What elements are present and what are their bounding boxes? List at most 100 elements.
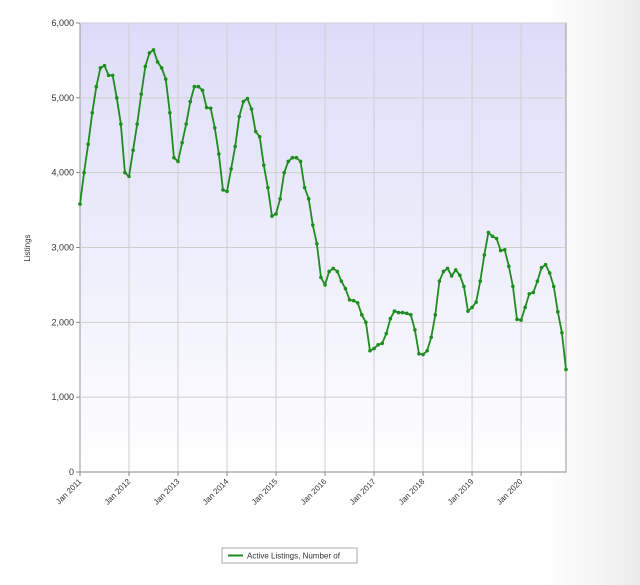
data-point — [237, 114, 242, 119]
data-point — [266, 185, 270, 190]
data-point — [245, 96, 250, 101]
data-point — [470, 305, 474, 310]
data-point — [466, 309, 470, 313]
data-point — [494, 236, 499, 241]
data-point — [94, 84, 99, 89]
data-point — [110, 73, 115, 78]
data-point — [368, 348, 372, 353]
data-point — [527, 292, 532, 296]
data-point — [453, 268, 458, 272]
data-point — [458, 273, 462, 277]
data-point — [123, 170, 127, 175]
data-point — [139, 92, 144, 96]
data-point — [445, 266, 450, 271]
x-tick-label: Jan 2016 — [299, 477, 329, 507]
data-point — [172, 155, 176, 160]
y-tick-label: 0 — [69, 467, 74, 477]
legend-box — [221, 547, 358, 564]
data-point — [462, 284, 466, 289]
data-point — [364, 320, 368, 325]
data-point — [270, 214, 274, 218]
data-point — [135, 122, 139, 126]
data-point — [241, 99, 246, 104]
data-point — [286, 159, 291, 164]
data-point — [409, 313, 413, 317]
x-tick-label: Jan 2011 — [54, 477, 84, 507]
data-point — [560, 331, 564, 335]
data-point — [327, 269, 331, 274]
data-point — [486, 230, 491, 235]
data-point — [417, 351, 421, 356]
data-point — [335, 269, 340, 274]
y-tick-label: 5,000 — [51, 93, 74, 103]
data-point — [498, 248, 503, 253]
y-tick-label: 3,000 — [51, 243, 74, 253]
data-point — [372, 346, 376, 351]
data-point — [315, 241, 319, 246]
data-point — [433, 313, 438, 317]
y-tick-label: 1,000 — [51, 392, 74, 402]
data-point — [535, 279, 540, 283]
data-point — [478, 279, 483, 283]
data-point — [261, 163, 266, 167]
data-point — [396, 310, 401, 315]
data-point — [437, 279, 442, 283]
data-point — [188, 99, 193, 104]
data-point — [343, 286, 348, 291]
data-point — [400, 310, 405, 315]
x-tick-label: Jan 2014 — [201, 477, 231, 507]
data-point — [106, 73, 111, 78]
data-point — [502, 247, 507, 252]
data-point — [551, 284, 556, 289]
x-tick-label: Jan 2013 — [152, 477, 182, 507]
data-point — [233, 144, 237, 149]
data-point — [221, 188, 225, 192]
y-axis-label: Listings — [23, 234, 32, 261]
data-point — [388, 316, 393, 321]
data-point — [163, 77, 168, 81]
data-point — [180, 140, 184, 145]
data-point — [257, 134, 262, 139]
data-point — [547, 271, 552, 275]
x-tick-label: Jan 2018 — [397, 477, 427, 507]
y-tick-label: 4,000 — [51, 168, 74, 178]
data-point — [184, 122, 188, 126]
data-point — [302, 185, 307, 190]
data-point — [441, 269, 446, 274]
data-point — [98, 66, 103, 70]
x-tick-label: Jan 2012 — [103, 477, 133, 507]
data-point — [249, 107, 254, 111]
data-point — [511, 284, 515, 289]
data-point — [556, 310, 560, 314]
data-point — [114, 96, 119, 100]
data-point — [482, 253, 487, 257]
x-tick-label: Jan 2020 — [495, 477, 525, 507]
data-point — [413, 328, 417, 332]
data-point — [404, 311, 409, 316]
data-point — [90, 111, 95, 115]
data-point — [306, 197, 311, 201]
data-point — [449, 274, 454, 278]
data-point — [131, 148, 135, 153]
data-point — [290, 155, 295, 160]
data-point — [147, 51, 152, 55]
data-point — [543, 262, 548, 267]
x-tick-label: Jan 2015 — [250, 477, 280, 507]
x-tick-label: Jan 2017 — [348, 477, 378, 507]
data-point — [298, 159, 303, 164]
data-point — [143, 64, 148, 69]
data-point — [155, 60, 160, 64]
data-point — [278, 197, 282, 201]
data-point — [159, 66, 164, 70]
data-point — [564, 367, 568, 372]
data-point — [425, 348, 429, 353]
data-point — [151, 48, 156, 52]
data-point — [347, 298, 352, 302]
data-point — [474, 300, 478, 304]
data-point — [539, 265, 544, 270]
data-point — [331, 266, 336, 271]
legend: Active Listings, Number of — [221, 547, 358, 564]
data-point — [82, 170, 86, 175]
